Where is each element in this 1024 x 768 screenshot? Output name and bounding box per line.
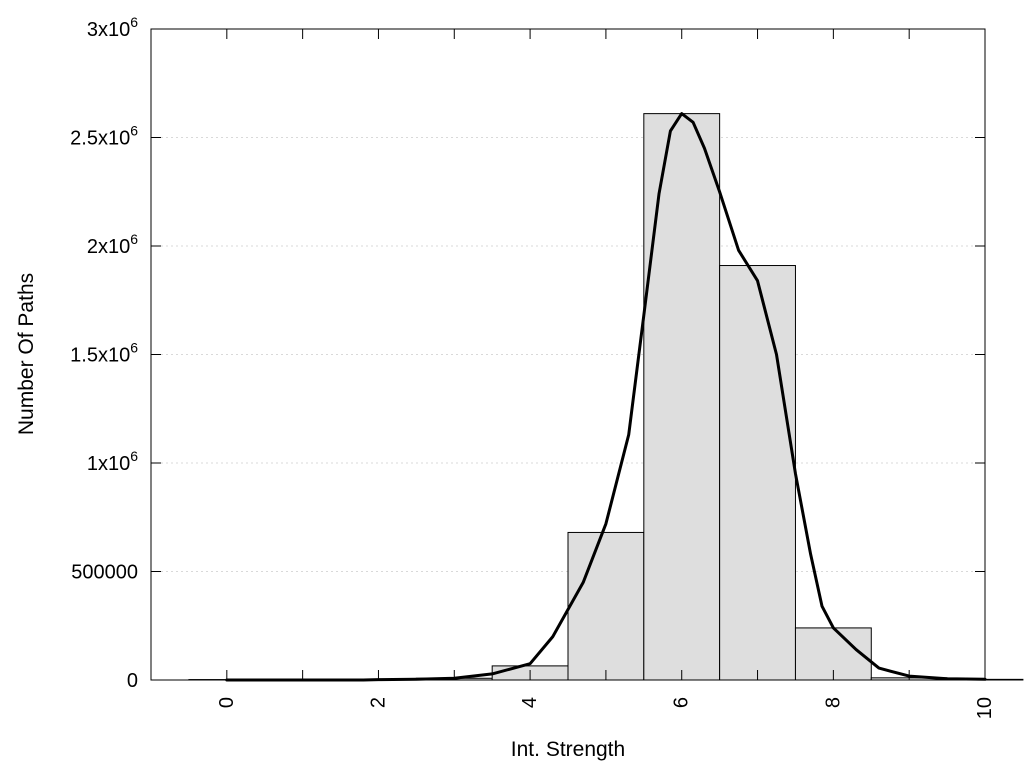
bar bbox=[567, 531, 645, 681]
x-tick-label: 0 bbox=[216, 697, 238, 708]
y-tick-label: 2.5x106 bbox=[70, 123, 138, 150]
grid-lines bbox=[151, 137, 985, 572]
y-tick-label: 3x106 bbox=[87, 14, 138, 41]
y-tick-label: 2x106 bbox=[87, 231, 138, 258]
x-tick-label: 2 bbox=[367, 697, 389, 708]
y-axis-label: Number Of Paths bbox=[15, 273, 38, 435]
bars bbox=[188, 113, 1024, 681]
x-tick-label: 4 bbox=[519, 697, 541, 708]
y-tick-label: 1.5x106 bbox=[70, 340, 138, 367]
y-tick-label: 1x106 bbox=[87, 448, 138, 475]
bar bbox=[719, 265, 796, 681]
y-tick-label: 0 bbox=[127, 670, 138, 692]
y-ticks: 0 500000 1x106 1.5x106 2x106 2.5x106 3x106 bbox=[70, 14, 985, 692]
bar bbox=[643, 113, 721, 681]
y-tick-label: 500000 bbox=[71, 562, 138, 584]
x-axis-label: Int. Strength bbox=[511, 738, 625, 761]
x-ticks: 0 2 4 6 8 10 bbox=[216, 29, 996, 719]
x-tick-label: 10 bbox=[974, 697, 996, 719]
x-tick-label: 6 bbox=[671, 697, 693, 708]
x-tick-label: 8 bbox=[822, 697, 844, 708]
